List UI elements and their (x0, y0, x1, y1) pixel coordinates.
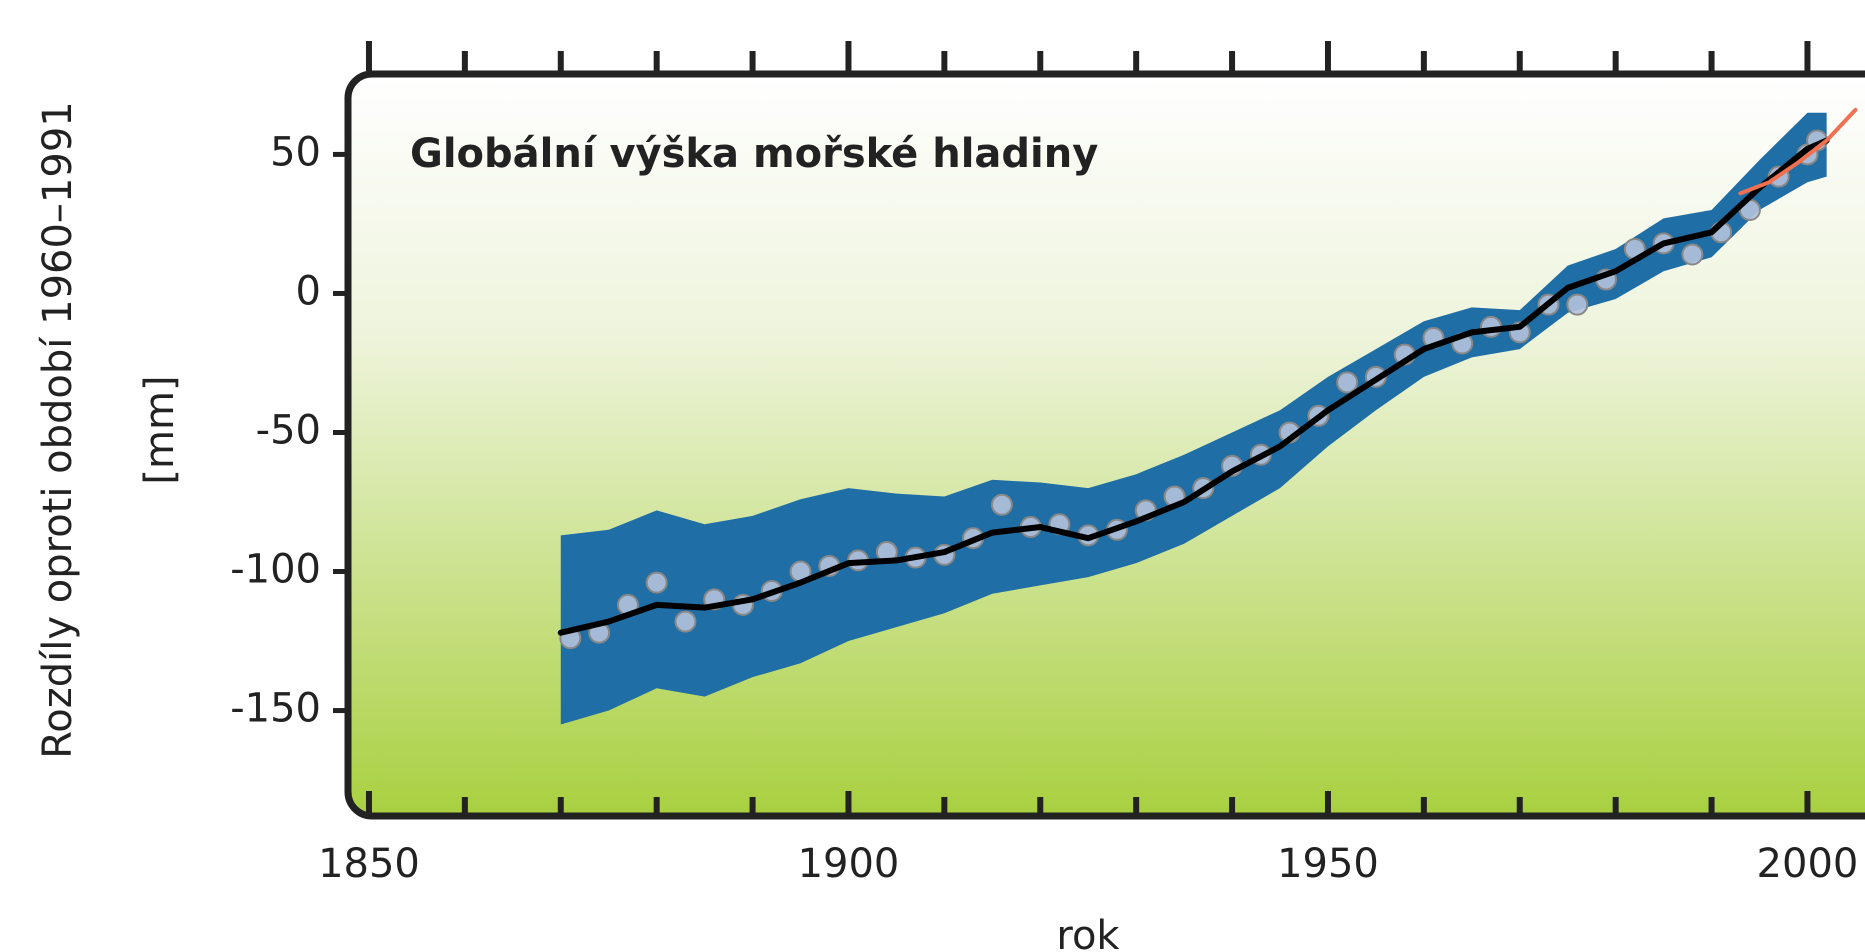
y-axis-label: Rozdíly oproti období 1960–1991 (35, 101, 81, 758)
data-point (645, 571, 668, 594)
data-point (1681, 243, 1704, 266)
y-tick-label: -50 (256, 407, 321, 453)
x-tick-label: 1850 (318, 841, 420, 887)
x-tick-label: 2000 (1757, 841, 1859, 887)
data-point (674, 610, 697, 633)
y-tick-label: -100 (230, 547, 321, 593)
satellite-line (1738, 107, 1858, 196)
data-point (1566, 293, 1589, 316)
x-axis-label: rok (1056, 913, 1120, 952)
data-point (1336, 371, 1359, 394)
plot-layer (557, 107, 1858, 725)
x-tick-label: 1900 (798, 841, 900, 887)
smoothed-line (557, 137, 1830, 636)
y-tick-label: 50 (270, 129, 321, 175)
y-tick-label: 0 (296, 268, 321, 314)
y-tick-label: -150 (230, 686, 321, 732)
x-tick-label: 1950 (1277, 841, 1379, 887)
chart-title: Globální výška mořské hladiny (410, 131, 1098, 177)
data-point (990, 493, 1013, 516)
y-axis-label: [mm] (137, 375, 183, 484)
uncertainty-band (560, 112, 1827, 725)
